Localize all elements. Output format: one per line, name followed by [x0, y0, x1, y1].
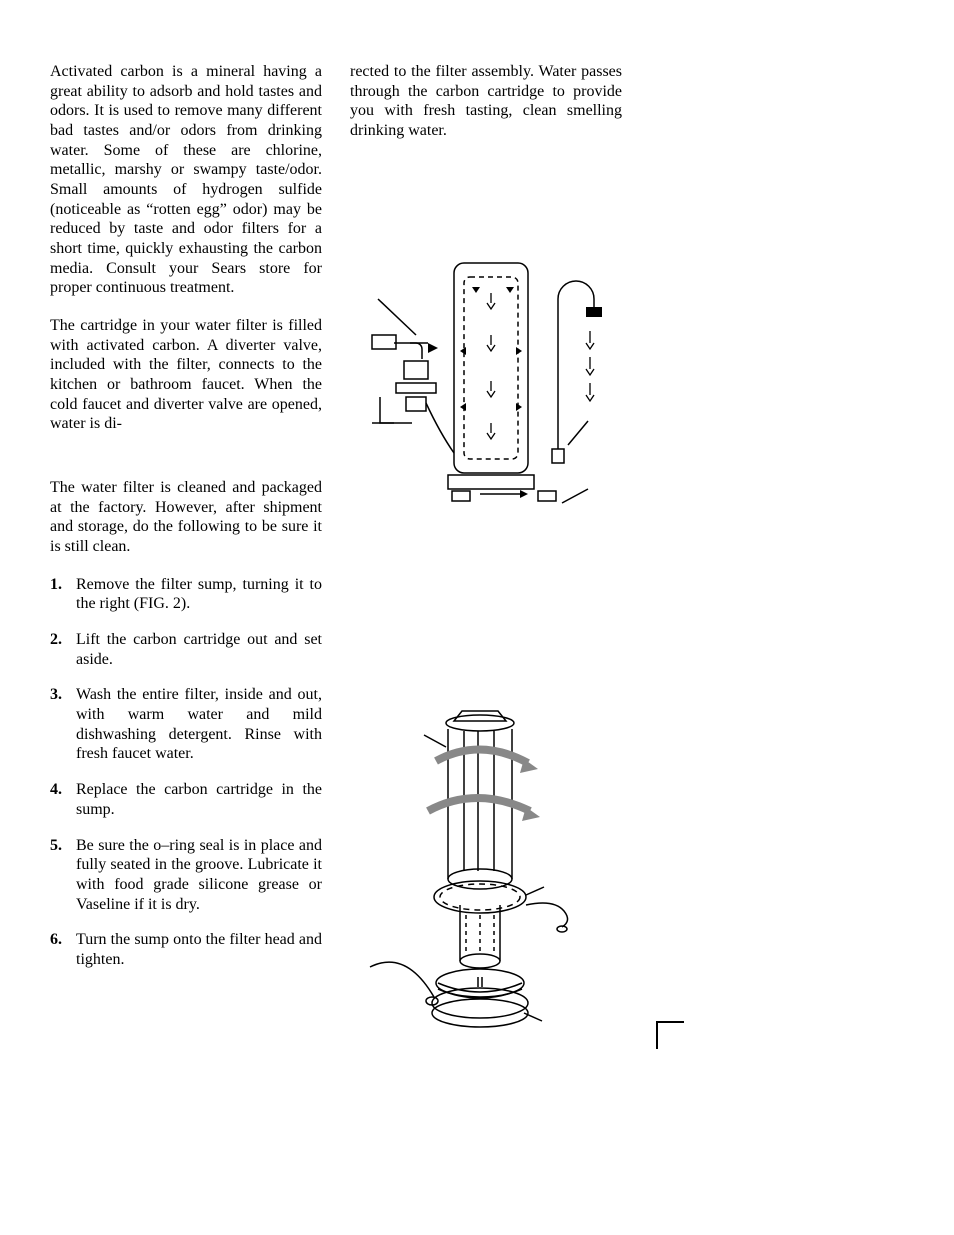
crop-mark-icon	[656, 1021, 684, 1049]
cleaning-steps-list: Remove the filter sump, turning it to th…	[50, 575, 322, 970]
left-column: Activated carbon is a mineral having a g…	[50, 62, 322, 1041]
list-item: Replace the carbon cartridge in the sump…	[50, 780, 322, 819]
figure-2-exploded	[366, 701, 606, 1041]
cleaning-intro-paragraph: The water filter is cleaned and packaged…	[50, 478, 322, 557]
right-column: rected to the filter assembly. Water pas…	[350, 62, 622, 1041]
intro-paragraph-1: Activated carbon is a mineral having a g…	[50, 62, 322, 298]
list-item: Remove the filter sump, turning it to th…	[50, 575, 322, 614]
document-page: Activated carbon is a mineral having a g…	[0, 0, 954, 1235]
figure-1-schematic	[366, 253, 606, 513]
figure-1-container	[350, 253, 622, 513]
list-item: Wash the entire filter, inside and out, …	[50, 685, 322, 764]
list-item: Turn the sump onto the filter head and t…	[50, 930, 322, 969]
continuation-paragraph: rected to the filter assembly. Water pas…	[350, 62, 622, 141]
intro-paragraph-2: The cartridge in your water filter is fi…	[50, 316, 322, 434]
list-item: Lift the carbon cartridge out and set as…	[50, 630, 322, 669]
list-item: Be sure the o–ring seal is in place and …	[50, 836, 322, 915]
figure-2-container	[350, 701, 622, 1041]
two-column-layout: Activated carbon is a mineral having a g…	[50, 62, 904, 1041]
